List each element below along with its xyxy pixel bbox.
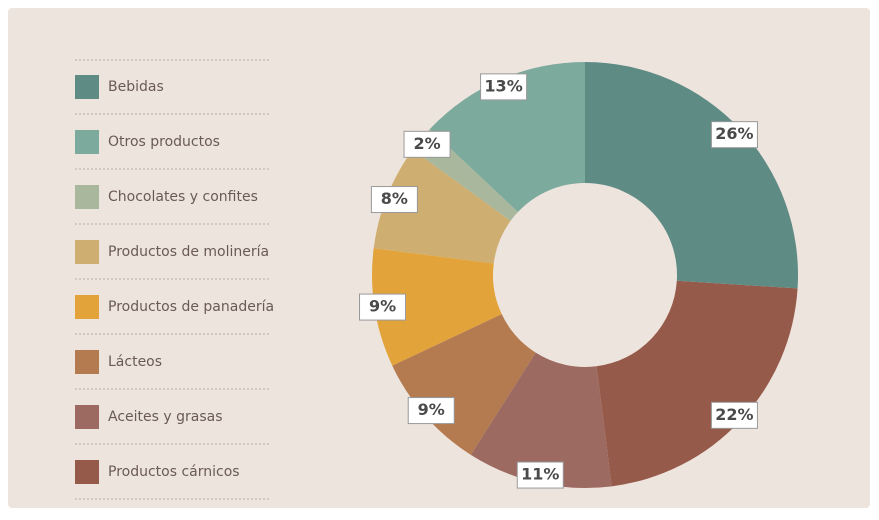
value-label-box [370,186,418,214]
value-label: 8% [381,189,408,208]
legend-swatch [75,75,99,99]
legend-label: Bebidas [108,79,164,95]
legend-label: Productos de molinería [108,244,269,260]
value-label: 22% [715,405,753,424]
value-label: 2% [413,134,440,153]
value-label: 9% [418,400,445,419]
donut-slice [373,149,511,264]
legend-label: Otros productos [108,134,220,150]
donut-slice [470,352,612,488]
legend-swatch [75,185,99,209]
legend-swatch [75,460,99,484]
value-label-box [710,121,758,149]
value-label-box [710,401,758,429]
value-label: 11% [521,465,559,484]
legend-swatch [75,405,99,429]
donut-slice [596,280,798,487]
legend-swatch [75,295,99,319]
value-label: 26% [715,124,753,143]
donut-slice [585,62,798,289]
value-label: 13% [484,76,522,95]
value-label-box [403,130,451,158]
legend-swatch [75,130,99,154]
legend-swatch [75,240,99,264]
legend-label: Chocolates y confites [108,189,258,205]
value-label-box [407,397,455,425]
donut-slice [429,62,585,213]
legend-label: Aceites y grasas [108,409,223,425]
legend-label: Productos cárnicos [108,464,240,480]
value-label-box [480,73,528,101]
legend-swatch [75,350,99,374]
donut-slice [371,248,502,366]
legend-label: Productos de panadería [108,299,274,315]
value-label-box [359,293,407,321]
value-label-box [516,461,564,489]
donut-slice [392,314,536,455]
legend-label: Lácteos [108,354,162,370]
value-label: 9% [369,297,396,316]
